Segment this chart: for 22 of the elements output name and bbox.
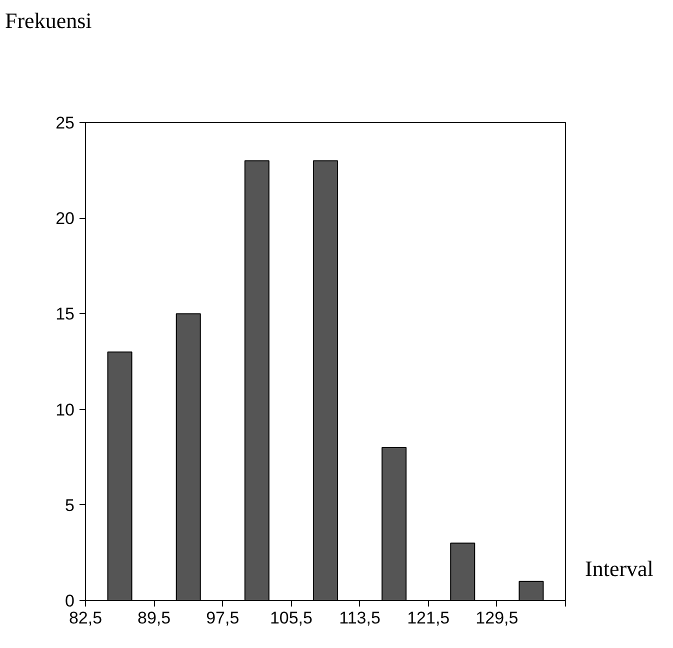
bar <box>313 160 338 600</box>
y-tick-label: 10 <box>56 400 75 420</box>
bar <box>518 580 544 600</box>
x-tick-label: 105,5 <box>270 608 312 628</box>
x-tick-label: 89,5 <box>138 608 171 628</box>
y-axis-title: Frekuensi <box>5 7 92 35</box>
y-tick-label: 15 <box>56 304 75 324</box>
bar <box>107 351 132 600</box>
x-tick-label: 97,5 <box>206 608 240 628</box>
bar <box>244 160 270 600</box>
bar <box>382 447 407 600</box>
x-tick-label: 129,5 <box>476 608 518 628</box>
y-tick-label: 0 <box>65 592 75 610</box>
x-axis-title: Interval <box>585 555 654 583</box>
y-tick-label: 25 <box>56 114 75 132</box>
x-tick-label: 121,5 <box>407 608 450 628</box>
y-tick-label: 20 <box>56 209 75 228</box>
bar <box>450 542 476 600</box>
bar <box>176 313 201 600</box>
x-tick-label: 113,5 <box>339 608 380 628</box>
y-tick-label: 5 <box>65 496 75 515</box>
x-tick-label: 82,5 <box>68 608 102 628</box>
